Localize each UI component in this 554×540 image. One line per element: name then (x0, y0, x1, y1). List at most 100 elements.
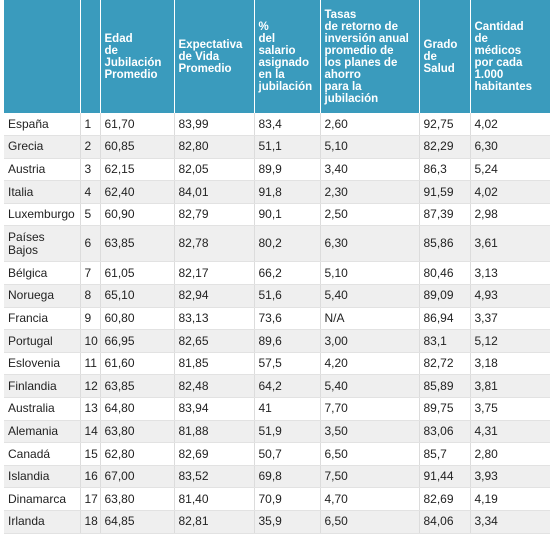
cell-doctors: 6,30 (470, 135, 550, 159)
table-row: Austria 3 62,15 82,05 89,9 3,40 86,3 5,24 (4, 158, 550, 182)
cell-retirement-age: 63,80 (100, 420, 175, 444)
cell-life-expectancy: 81,85 (174, 352, 255, 376)
cell-investment-return: 3,50 (320, 420, 420, 444)
cell-salary-percent: 80,2 (254, 225, 321, 263)
table-row: Eslovenia 11 61,60 81,85 57,5 4,20 82,72 3,18 (4, 352, 550, 376)
cell-investment-return: 3,00 (320, 329, 420, 353)
cell-rank: 13 (80, 397, 101, 421)
table-row: Canadá 15 62,80 82,69 50,7 6,50 85,7 2,80 (4, 442, 550, 466)
header-investment-return: Tasas de retorno de inversión anual prom… (320, 0, 420, 113)
cell-retirement-age: 61,05 (100, 261, 175, 286)
cell-health-grade: 83,1 (419, 329, 471, 353)
cell-investment-return: 6,50 (320, 442, 420, 466)
table-row: Dinamarca 17 63,80 81,40 70,9 4,70 82,69 4,19 (4, 487, 550, 511)
cell-investment-return: 4,70 (320, 487, 420, 511)
cell-rank: 8 (80, 284, 101, 308)
cell-retirement-age: 60,85 (100, 135, 175, 159)
cell-investment-return: 5,40 (320, 284, 420, 308)
cell-investment-return: 2,60 (320, 113, 420, 137)
header-health-grade: Grado de Salud (419, 0, 471, 113)
cell-life-expectancy: 82,05 (174, 158, 255, 182)
cell-doctors: 3,37 (470, 307, 550, 331)
cell-life-expectancy: 84,01 (174, 180, 255, 204)
cell-health-grade: 82,69 (419, 487, 471, 511)
cell-retirement-age: 61,70 (100, 113, 175, 137)
table-row: Irlanda 18 64,85 82,81 35,9 6,50 84,06 3,34 (4, 510, 550, 534)
table-row: Luxemburgo 5 60,90 82,79 90,1 2,50 87,39 2,98 (4, 203, 550, 227)
cell-country: Bélgica (4, 261, 81, 286)
header-salary-percent: % del salario asignado en la jubilación (254, 0, 321, 113)
header-rank (80, 0, 101, 113)
cell-life-expectancy: 82,17 (174, 261, 255, 286)
cell-salary-percent: 35,9 (254, 510, 321, 534)
cell-rank: 4 (80, 180, 101, 204)
cell-rank: 18 (80, 510, 101, 534)
cell-doctors: 3,61 (470, 225, 550, 263)
cell-doctors: 3,93 (470, 465, 550, 489)
cell-life-expectancy: 81,88 (174, 420, 255, 444)
cell-country: Australia (4, 397, 81, 421)
cell-country: Italia (4, 180, 81, 204)
cell-retirement-age: 62,15 (100, 158, 175, 182)
cell-salary-percent: 70,9 (254, 487, 321, 511)
cell-retirement-age: 65,10 (100, 284, 175, 308)
cell-life-expectancy: 81,40 (174, 487, 255, 511)
cell-investment-return: 7,70 (320, 397, 420, 421)
table-row: Países Bajos 6 63,85 82,78 80,2 6,30 85,86 3,61 (4, 225, 550, 263)
cell-rank: 17 (80, 487, 101, 511)
cell-investment-return: 4,20 (320, 352, 420, 376)
cell-retirement-age: 67,00 (100, 465, 175, 489)
cell-investment-return: 5,10 (320, 135, 420, 159)
cell-doctors: 2,98 (470, 203, 550, 227)
cell-life-expectancy: 82,80 (174, 135, 255, 159)
cell-rank: 2 (80, 135, 101, 159)
cell-rank: 6 (80, 225, 101, 263)
header-doctors-per-1000: Cantidad de médicos por cada 1.000 habit… (470, 0, 550, 113)
cell-rank: 14 (80, 420, 101, 444)
header-retirement-age: Edad de Jubilación Promedio (100, 0, 175, 113)
cell-health-grade: 92,75 (419, 113, 471, 137)
cell-country: Grecia (4, 135, 81, 159)
cell-country: Eslovenia (4, 352, 81, 376)
cell-salary-percent: 51,6 (254, 284, 321, 308)
cell-investment-return: 6,50 (320, 510, 420, 534)
cell-salary-percent: 83,4 (254, 113, 321, 137)
cell-rank: 12 (80, 374, 101, 399)
cell-country: Finlandia (4, 374, 81, 399)
cell-health-grade: 87,39 (419, 203, 471, 227)
cell-rank: 9 (80, 307, 101, 331)
cell-rank: 1 (80, 113, 101, 137)
table-row: Francia 9 60,80 83,13 73,6 N/A 86,94 3,37 (4, 307, 550, 331)
cell-country: España (4, 113, 81, 137)
cell-health-grade: 91,44 (419, 465, 471, 489)
cell-salary-percent: 69,8 (254, 465, 321, 489)
cell-life-expectancy: 82,79 (174, 203, 255, 227)
cell-retirement-age: 64,85 (100, 510, 175, 534)
cell-retirement-age: 63,85 (100, 225, 175, 263)
cell-country: Francia (4, 307, 81, 331)
cell-salary-percent: 91,8 (254, 180, 321, 204)
cell-rank: 15 (80, 442, 101, 466)
cell-doctors: 5,24 (470, 158, 550, 182)
table-row: Alemania 14 63,80 81,88 51,9 3,50 83,06 4,31 (4, 420, 550, 444)
table-header-row: Edad de Jubilación Promedio Expectativa … (4, 0, 550, 113)
table-row: Islandia 16 67,00 83,52 69,8 7,50 91,44 3,93 (4, 465, 550, 489)
header-country (4, 0, 81, 113)
cell-health-grade: 91,59 (419, 180, 471, 204)
retirement-comparison-table: Edad de Jubilación Promedio Expectativa … (4, 0, 550, 534)
cell-health-grade: 82,72 (419, 352, 471, 376)
cell-life-expectancy: 82,94 (174, 284, 255, 308)
retirement-table-container: Edad de Jubilación Promedio Expectativa … (4, 0, 550, 534)
cell-investment-return: N/A (320, 307, 420, 331)
cell-investment-return: 5,40 (320, 374, 420, 399)
table-row: Noruega 8 65,10 82,94 51,6 5,40 89,09 4,93 (4, 284, 550, 308)
cell-health-grade: 84,06 (419, 510, 471, 534)
cell-country: Portugal (4, 329, 81, 353)
table-row: España 1 61,70 83,99 83,4 2,60 92,75 4,02 (4, 113, 550, 137)
cell-investment-return: 7,50 (320, 465, 420, 489)
header-life-expectancy: Expectativa de Vida Promedio (174, 0, 255, 113)
cell-life-expectancy: 83,52 (174, 465, 255, 489)
table-row: Portugal 10 66,95 82,65 89,6 3,00 83,1 5,12 (4, 329, 550, 353)
cell-health-grade: 82,29 (419, 135, 471, 159)
cell-doctors: 4,31 (470, 420, 550, 444)
